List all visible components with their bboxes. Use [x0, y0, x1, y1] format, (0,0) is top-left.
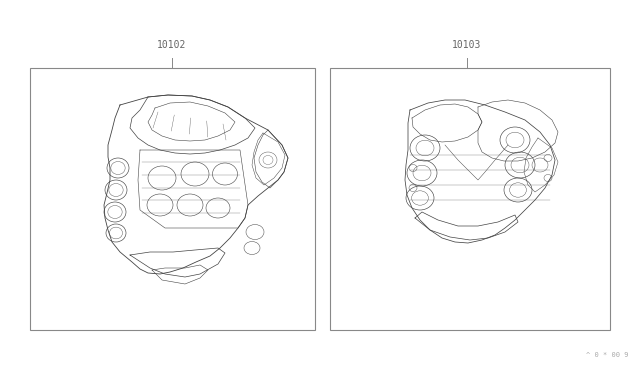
Text: 10102: 10102 [157, 40, 187, 50]
Text: ^ 0 * 00 9: ^ 0 * 00 9 [586, 352, 628, 358]
Bar [330, 68, 610, 330]
Bar [30, 68, 315, 330]
Text: 10103: 10103 [452, 40, 482, 50]
